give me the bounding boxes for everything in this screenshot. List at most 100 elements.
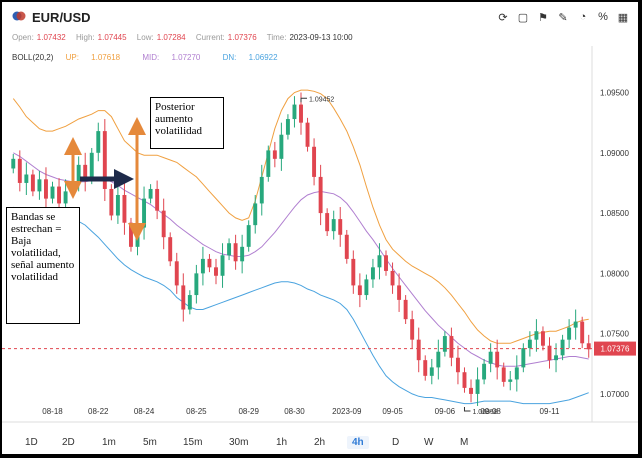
timeframe-30m[interactable]: 30m bbox=[229, 437, 249, 448]
pie-icon[interactable]: ◔ bbox=[579, 11, 587, 23]
candle-body bbox=[338, 219, 343, 235]
candle-body bbox=[181, 285, 186, 310]
timeframe-m[interactable]: M bbox=[460, 437, 469, 448]
candle-body bbox=[253, 203, 258, 226]
candle-body bbox=[482, 363, 487, 380]
candle-body bbox=[240, 246, 245, 262]
x-tick-label: 09-05 bbox=[382, 407, 403, 416]
high-value: 1.07445 bbox=[97, 33, 127, 42]
current-value: 1.07376 bbox=[227, 33, 257, 42]
candle-body bbox=[57, 186, 62, 204]
candle-body bbox=[540, 331, 545, 346]
note-top-text: Posterior aumento volatilidad bbox=[155, 101, 203, 137]
y-tick-label: 1.09000 bbox=[600, 149, 629, 158]
y-tick-label: 1.07000 bbox=[600, 390, 629, 399]
candle-body bbox=[220, 255, 225, 276]
toolbar: ⟳ ▢ ⚑ ✎ ◔ % ▦ bbox=[496, 10, 630, 24]
candle-body bbox=[227, 243, 232, 256]
timeframe-2h[interactable]: 2h bbox=[314, 437, 326, 448]
chart-edit-icon[interactable]: ✎ bbox=[558, 11, 568, 24]
candle-body bbox=[403, 299, 408, 320]
refresh-icon[interactable]: ⟳ bbox=[498, 11, 508, 24]
candle-body bbox=[83, 164, 88, 180]
chart-window: EUR/USD ⟳ ▢ ⚑ ✎ ◔ % ▦ Open: 1.07432 High:… bbox=[2, 2, 638, 454]
candle-body bbox=[449, 336, 454, 358]
candle-body bbox=[416, 339, 421, 361]
candle-body bbox=[30, 174, 35, 192]
candle-body bbox=[469, 387, 473, 394]
candle-body bbox=[200, 258, 205, 274]
flag-icon[interactable]: ⚑ bbox=[538, 11, 548, 24]
percent-icon[interactable]: % bbox=[598, 11, 608, 23]
candle-body bbox=[462, 372, 467, 388]
y-tick-label: 1.08000 bbox=[600, 269, 629, 278]
candle-body bbox=[187, 295, 192, 310]
candle-body bbox=[397, 285, 402, 300]
candle-body bbox=[214, 267, 218, 276]
price-chart[interactable]: 1.09500 1.09000 1.08500 1.08000 1.07500 1.070… bbox=[2, 2, 638, 434]
candle-body bbox=[272, 150, 277, 159]
candle-body bbox=[96, 131, 101, 153]
candle-body bbox=[384, 255, 388, 271]
candle-body bbox=[37, 179, 42, 192]
candle-body bbox=[370, 267, 375, 280]
candle-body bbox=[455, 357, 460, 373]
current-label: Current: bbox=[195, 33, 225, 42]
candle-body bbox=[475, 379, 480, 394]
note-box-left: Bandas se estrechan = Baja volatilidad, … bbox=[6, 207, 80, 324]
candle-body bbox=[305, 122, 310, 147]
candle-body bbox=[11, 158, 16, 169]
timeframe-1d[interactable]: 1D bbox=[25, 437, 38, 448]
timeframe-5m[interactable]: 5m bbox=[143, 437, 157, 448]
candle-body bbox=[586, 343, 591, 350]
candle-body bbox=[429, 367, 434, 376]
candle-body bbox=[174, 261, 179, 286]
square-icon[interactable]: ▢ bbox=[517, 11, 529, 24]
candle-body bbox=[168, 237, 173, 262]
timeframe-1h[interactable]: 1h bbox=[276, 437, 288, 448]
candle-body bbox=[534, 331, 539, 340]
upper-band-line bbox=[12, 89, 589, 344]
x-tick-label: 08-30 bbox=[284, 407, 305, 416]
candle-body bbox=[423, 360, 428, 376]
timeframe-bar: 1D 2D 1m 5m 15m 30m 1h 2h 4h D W M bbox=[2, 434, 638, 454]
candle-body bbox=[377, 255, 382, 268]
candle-body bbox=[442, 336, 447, 352]
low-value: 1.07284 bbox=[156, 33, 186, 42]
candle-body bbox=[155, 188, 160, 211]
timeframe-d[interactable]: D bbox=[392, 437, 400, 448]
timeframe-w[interactable]: W bbox=[424, 437, 434, 448]
open-value: 1.07432 bbox=[36, 33, 66, 42]
boll-label: BOLL(20,2) bbox=[12, 53, 54, 62]
y-tick-label: 1.09500 bbox=[600, 89, 629, 98]
candle-body bbox=[331, 219, 336, 232]
candle-body bbox=[318, 176, 323, 214]
candle-body bbox=[142, 198, 147, 228]
candle-body bbox=[24, 174, 29, 183]
candle-body bbox=[560, 339, 565, 356]
candle-body bbox=[357, 285, 362, 296]
candle-body bbox=[299, 104, 303, 123]
boll-mid-value: 1.07270 bbox=[171, 53, 201, 62]
grid-icon[interactable]: ▦ bbox=[617, 11, 629, 24]
timeframe-15m[interactable]: 15m bbox=[183, 437, 203, 448]
symbol-title[interactable]: EUR/USD bbox=[32, 10, 91, 25]
candle-body bbox=[285, 119, 290, 135]
chart-header: EUR/USD ⟳ ▢ ⚑ ✎ ◔ % ▦ bbox=[2, 2, 638, 32]
boll-up-label: UP: bbox=[65, 53, 79, 62]
candle-body bbox=[514, 367, 519, 380]
candle-body bbox=[148, 188, 153, 199]
boll-up-value: 1.07618 bbox=[91, 53, 121, 62]
candle-body bbox=[259, 176, 264, 204]
candle-body bbox=[292, 104, 297, 120]
timeframe-2d[interactable]: 2D bbox=[62, 437, 75, 448]
candle-body bbox=[246, 225, 251, 247]
boll-legend: BOLL(20,2) UP: 1.07618 MID: 1.07270 DN: … bbox=[12, 53, 298, 62]
candle-body bbox=[547, 345, 552, 361]
candle-body bbox=[207, 258, 212, 268]
timeframe-1m[interactable]: 1m bbox=[102, 437, 116, 448]
candle-body bbox=[344, 234, 349, 259]
timeframe-4h[interactable]: 4h bbox=[347, 436, 369, 449]
low-marker bbox=[463, 407, 471, 412]
current-price-tag bbox=[594, 341, 636, 356]
